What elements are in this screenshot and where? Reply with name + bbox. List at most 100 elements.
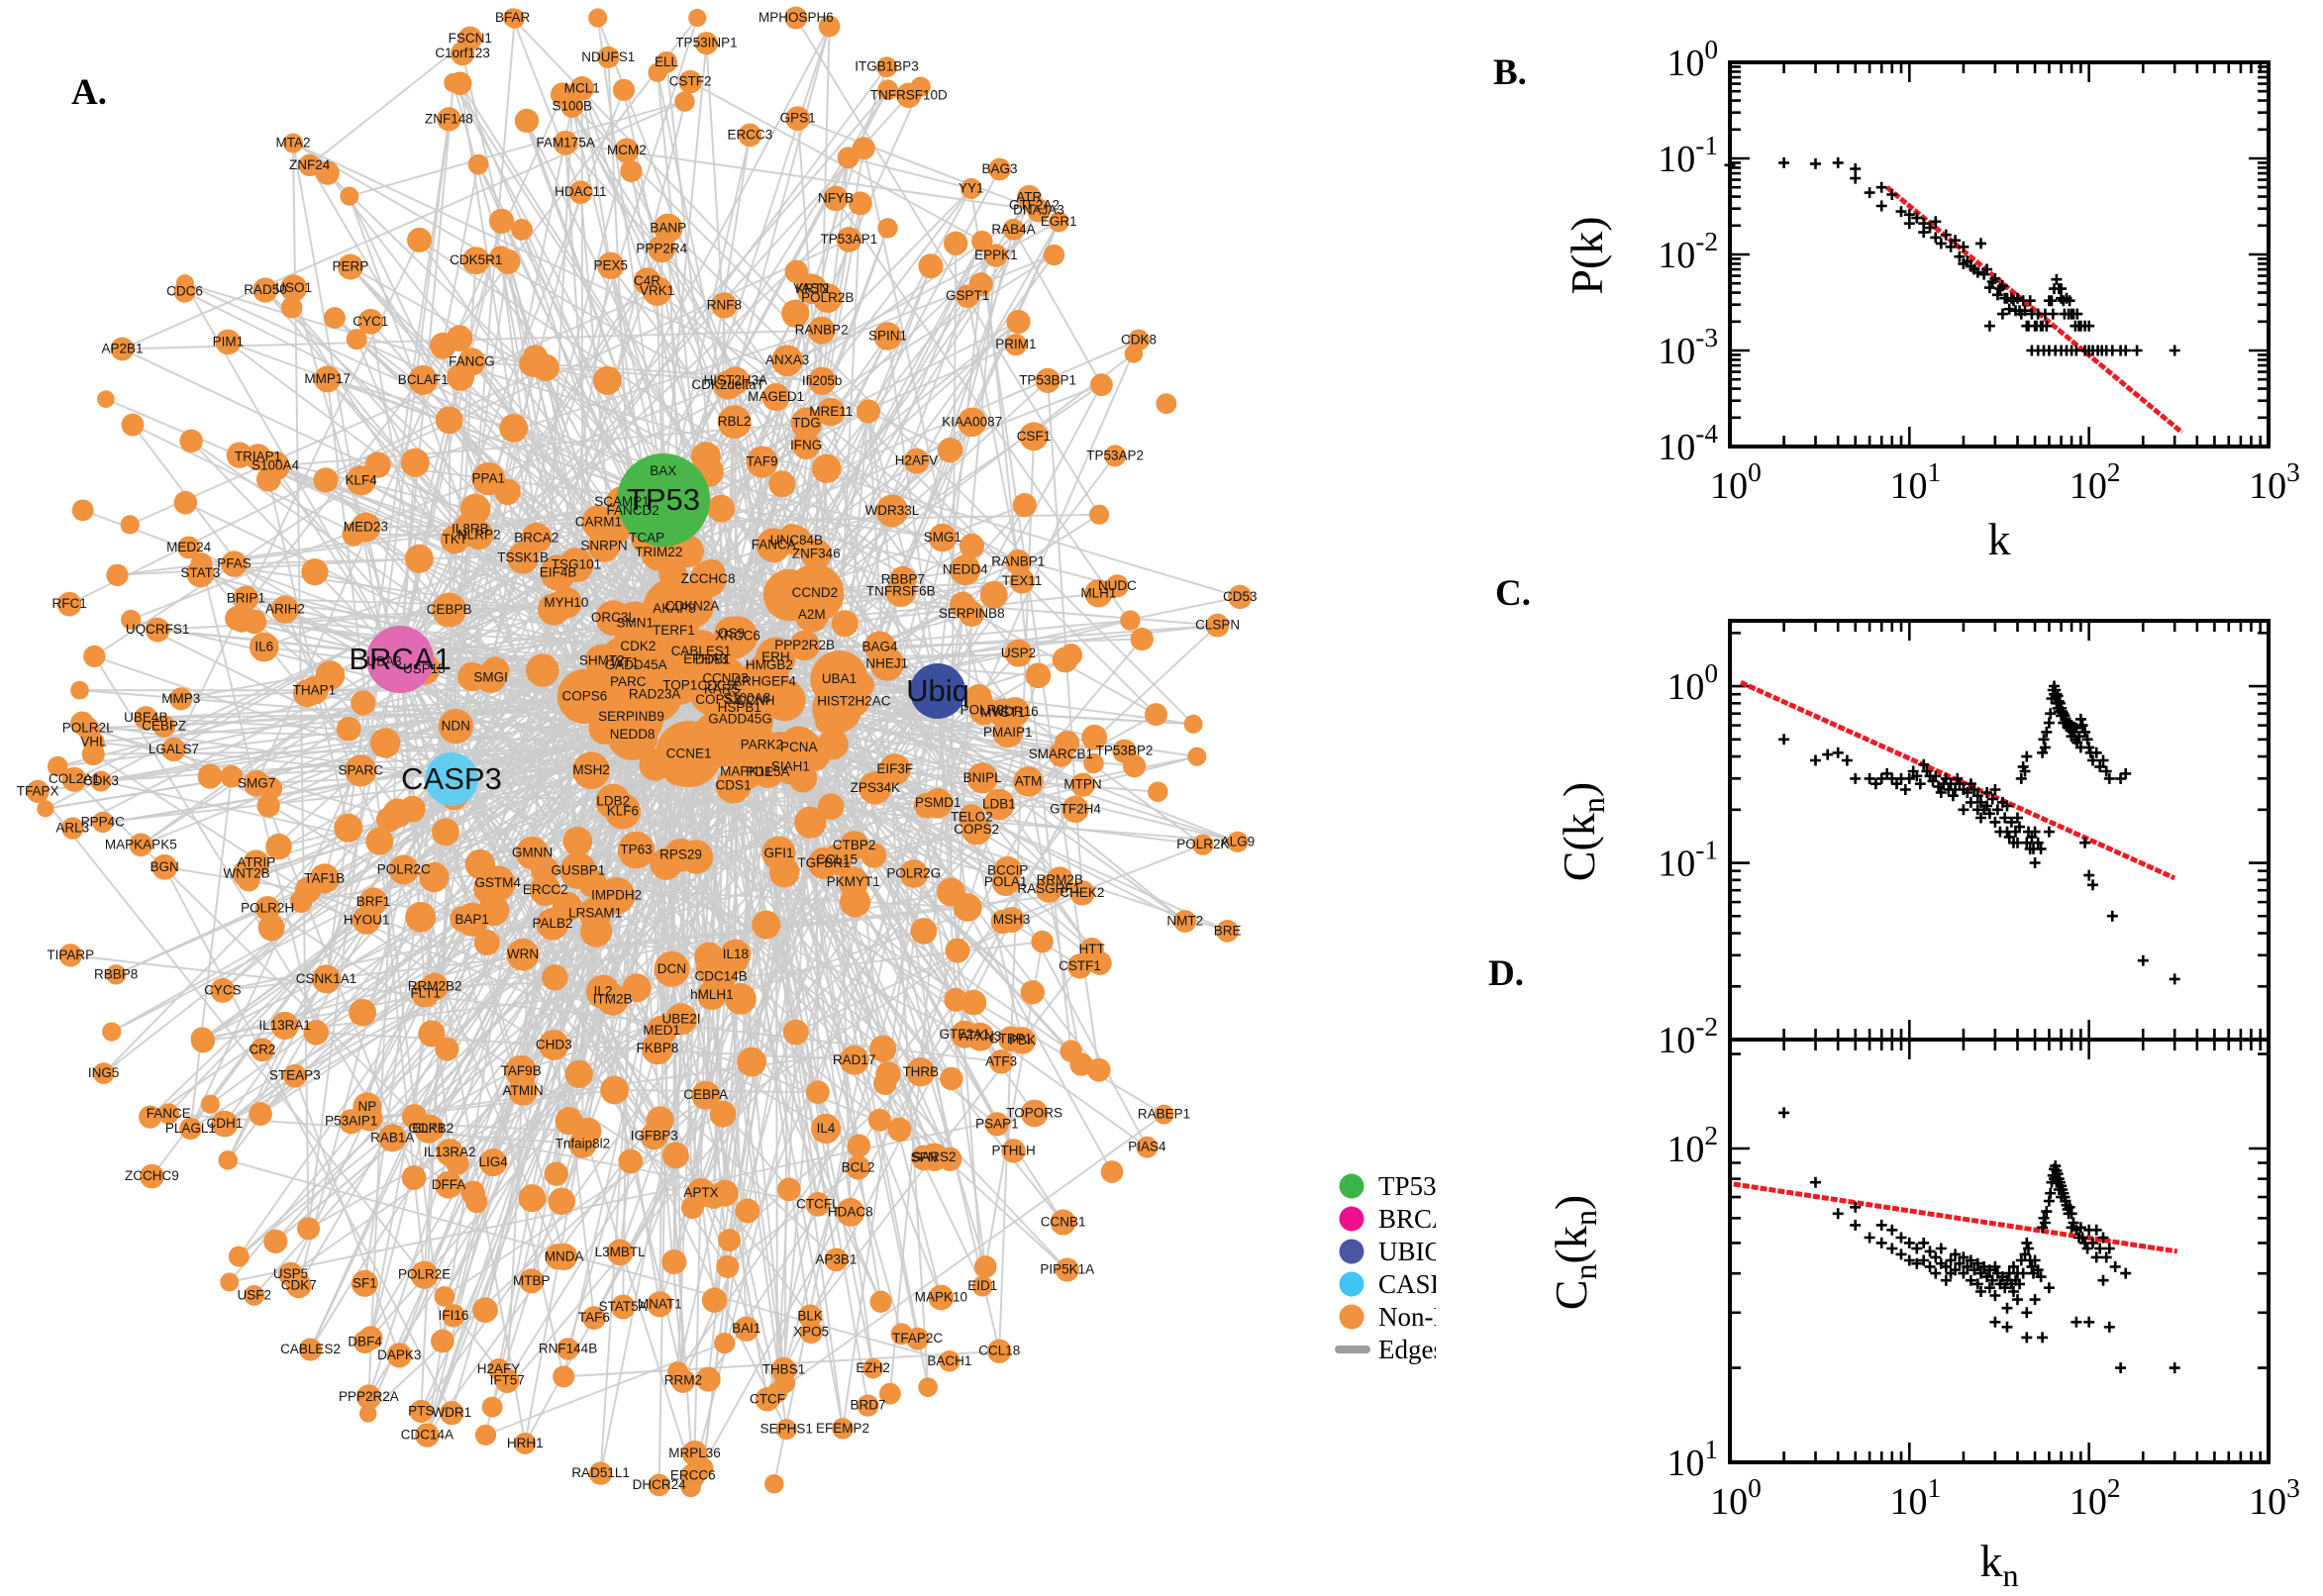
network-node xyxy=(1020,1099,1049,1128)
network-node xyxy=(388,854,419,885)
network-node xyxy=(532,353,559,382)
network-node-label: S100A4 xyxy=(252,458,300,473)
network-node xyxy=(814,704,846,736)
network-node-label: DBF4 xyxy=(348,1334,382,1348)
network-node xyxy=(695,1366,721,1392)
network-node-label: BAI1 xyxy=(732,1321,760,1336)
network-node xyxy=(910,76,931,97)
network-node-label: SF1 xyxy=(353,1275,377,1290)
network-node xyxy=(647,1291,673,1318)
network-node-label: CEBPA xyxy=(683,1087,728,1102)
network-node-label: EPPK1 xyxy=(974,248,1018,262)
network-node xyxy=(694,32,719,55)
network-node xyxy=(817,729,849,760)
network-node xyxy=(548,1187,575,1216)
network-node xyxy=(47,755,68,777)
network-node xyxy=(944,987,968,1012)
network-node-label: CCND2 xyxy=(792,585,839,600)
network-node xyxy=(950,554,981,586)
network-node xyxy=(351,1269,378,1297)
network-node-label: TERF1 xyxy=(653,623,695,638)
x-tick-label: 101 xyxy=(1889,457,1941,507)
network-node xyxy=(847,1134,871,1157)
network-node-label: RANBP2 xyxy=(795,323,849,338)
network-node xyxy=(713,370,743,400)
network-node-label: CABLES2 xyxy=(280,1342,341,1356)
network-node xyxy=(200,1094,220,1114)
network-node xyxy=(837,147,859,169)
network-node xyxy=(1144,703,1167,727)
network-node xyxy=(650,848,682,880)
network-node xyxy=(434,1285,455,1307)
network-node-label: SMG7 xyxy=(238,775,275,790)
x-axis-title: k xyxy=(1988,514,2011,564)
network-node xyxy=(928,1284,955,1311)
network-node-label: ZPS34K xyxy=(851,780,900,795)
network-node-label: ING5 xyxy=(88,1065,120,1080)
network-node xyxy=(538,592,570,626)
network-node xyxy=(873,1071,897,1096)
network-node xyxy=(848,671,874,699)
network-node xyxy=(263,1229,288,1253)
network-node xyxy=(702,1186,726,1210)
network-node-label: POLR2K xyxy=(1176,837,1229,851)
network-node-label: GTF2A1 xyxy=(940,1027,990,1042)
legend-swatch-icon xyxy=(1339,1271,1364,1297)
legend-swatch-icon xyxy=(1339,1239,1364,1264)
network-node-label: VASN xyxy=(793,281,829,296)
network-node-label: MED23 xyxy=(344,520,388,535)
network-node-label: CCNB1 xyxy=(1041,1215,1086,1230)
network-node xyxy=(445,1150,469,1175)
network-node-label: BAG4 xyxy=(862,639,899,653)
network-node-label: FANCE xyxy=(147,1106,191,1121)
network-node xyxy=(622,973,652,1003)
network-node-label: MYH10 xyxy=(544,595,588,610)
network-node xyxy=(190,1029,216,1053)
network-node xyxy=(334,813,363,843)
network-node xyxy=(218,1150,238,1170)
network-node xyxy=(1089,504,1110,525)
network-node xyxy=(1105,574,1129,598)
legend-swatch-icon xyxy=(1339,1304,1364,1330)
hub-label-ubiq: Ubiq xyxy=(906,673,969,708)
network-node xyxy=(582,1306,606,1331)
network-node-label: CTCF xyxy=(750,1391,785,1406)
network-node-label: TCAP xyxy=(629,530,664,545)
network-node-label: BAP1 xyxy=(454,912,489,927)
network-node xyxy=(795,734,825,764)
network-node xyxy=(656,613,691,648)
network-node xyxy=(301,558,329,586)
network-node xyxy=(252,277,278,303)
network-node-label: HDAC8 xyxy=(828,1204,873,1219)
network-node xyxy=(869,1290,892,1313)
network-node xyxy=(678,840,714,874)
network-node-label: MAPK10 xyxy=(915,1290,967,1305)
network-node-label: UBA3 xyxy=(366,653,401,668)
network-node xyxy=(58,944,82,967)
network-node-label: TP63 xyxy=(620,843,652,857)
network-node-label: SNRPN xyxy=(580,539,627,553)
network-node-label: PARK2 xyxy=(741,738,783,752)
network-node xyxy=(1187,747,1207,766)
network-node-label: PERP xyxy=(333,259,369,274)
network-node xyxy=(709,1100,737,1128)
network-node-label: ZNF24 xyxy=(289,157,331,172)
network-node xyxy=(70,711,94,736)
network-node-label: PIM1 xyxy=(213,334,245,349)
network-node-label: BRD7 xyxy=(850,1398,885,1413)
network-node-label: ARL3 xyxy=(55,821,89,836)
network-panel: NEDD8 KARS DDB1 PCNA CDK2 CCND2 CCND3 XRCC6 GADD… xyxy=(17,6,1436,1498)
network-node xyxy=(1183,714,1203,734)
network-node xyxy=(785,106,811,132)
network-node-label: TP53BP1 xyxy=(1019,372,1076,387)
network-node xyxy=(378,1124,407,1152)
network-node xyxy=(152,853,178,880)
network-node xyxy=(612,78,636,101)
network-node xyxy=(401,1165,427,1190)
network-node xyxy=(846,1155,870,1180)
network-node-label: PPA1 xyxy=(472,471,506,486)
network-node-label: EIF4B xyxy=(540,565,577,580)
network-node xyxy=(691,710,749,767)
network-node xyxy=(270,595,299,624)
network-node xyxy=(90,770,112,792)
